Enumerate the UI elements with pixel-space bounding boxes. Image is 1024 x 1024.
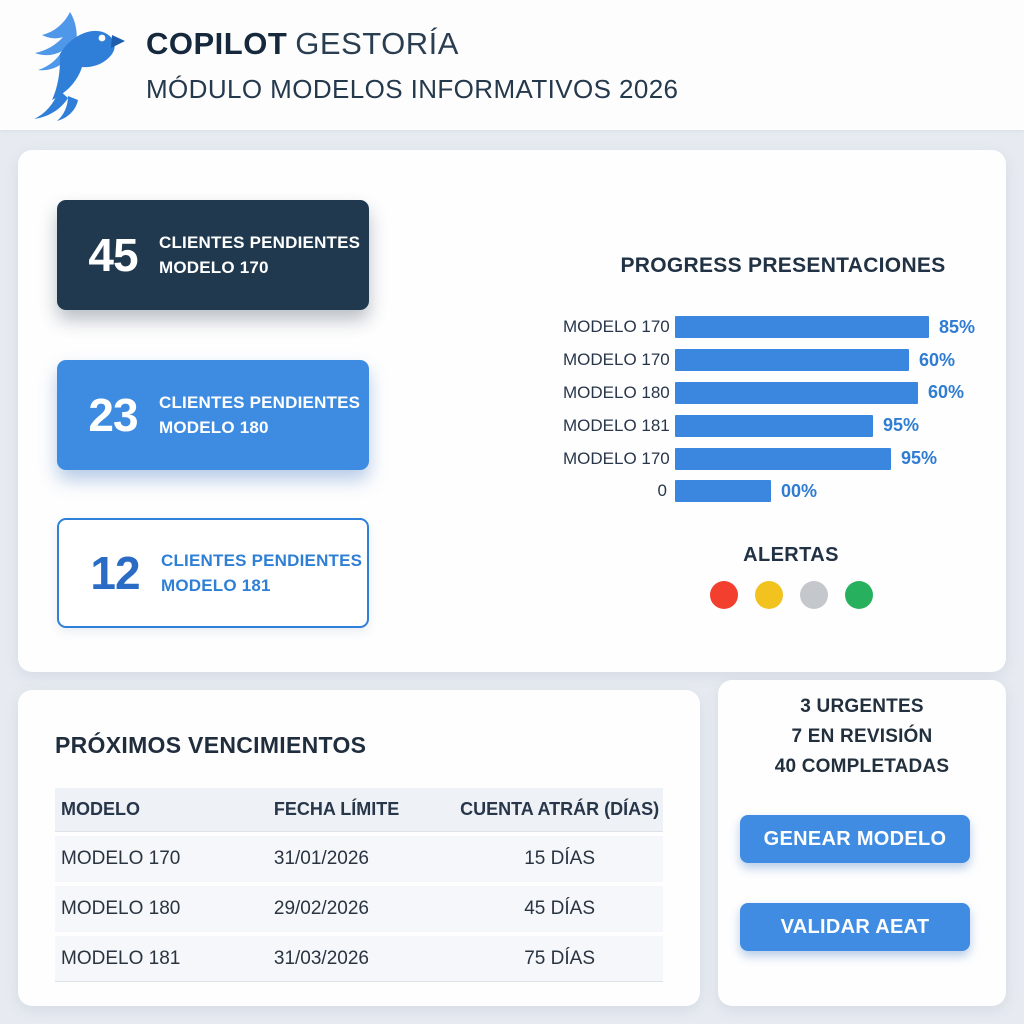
chart-value-label: 95% bbox=[883, 415, 920, 436]
chart-bar-track: 95% bbox=[675, 414, 975, 437]
cell-modelo: MODELO 181 bbox=[61, 947, 181, 969]
chart-bar bbox=[675, 316, 929, 339]
alert-yellow-indicator bbox=[754, 581, 783, 609]
chart-bar bbox=[675, 447, 891, 470]
deadlines-title: PRÓXIMOS VENCIMIENTOS bbox=[55, 732, 367, 758]
chart-bar-track: 60% bbox=[675, 381, 975, 404]
chart-bar bbox=[675, 349, 909, 372]
alert-red-indicator bbox=[709, 581, 738, 609]
cell-dias: 45 DÍAS bbox=[524, 898, 595, 919]
chart-bar bbox=[675, 414, 873, 437]
chart-rows: MODELO 170 85% MODELO 170 60% MODELO 180… bbox=[563, 311, 1009, 508]
stat-label: CLIENTES PENDIENTES MODELO 180 bbox=[159, 393, 361, 437]
cell-dias: 15 DÍAS bbox=[524, 848, 595, 869]
cell-fecha: 31/03/2026 bbox=[273, 947, 369, 969]
table-row: MODELO 181 31/03/2026 75 DÍAS bbox=[55, 936, 663, 982]
deadlines-table: MODELO FECHA LÍMITE CUENTA ATRÁR (DÍAS) … bbox=[55, 788, 663, 982]
stat-label: CLIENTES PENDIENTES MODELO 181 bbox=[161, 551, 363, 595]
cell-modelo: MODELO 180 bbox=[61, 898, 181, 919]
progress-chart: PROGRESS PRESENTACIONES MODELO 170 85% M… bbox=[563, 254, 1009, 508]
stat-card-modelo-170[interactable]: 45 CLIENTES PENDIENTES MODELO 170 bbox=[57, 200, 369, 310]
chart-bar bbox=[675, 480, 771, 503]
chart-value-label: 60% bbox=[928, 382, 965, 403]
dashboard-main-card: 45 CLIENTES PENDIENTES MODELO 170 23 CLI… bbox=[18, 150, 1006, 672]
deadlines-card: PRÓXIMOS VENCIMIENTOS MODELO FECHA LÍMIT… bbox=[18, 690, 700, 1006]
app-title: COPILOT GESTORÍA bbox=[146, 26, 678, 62]
stat-value: 23 bbox=[88, 389, 138, 441]
col-header-cuenta-atras: CUENTA ATRÁR (DÍAS) bbox=[460, 799, 660, 819]
status-completadas: 40 COMPLETADAS bbox=[774, 756, 950, 777]
alert-green-indicator bbox=[844, 581, 873, 609]
chart-value-label: 95% bbox=[901, 448, 938, 469]
chart-bar-track: 00% bbox=[675, 480, 975, 503]
col-header-fecha-limite: FECHA LÍMITE bbox=[273, 799, 400, 819]
chart-row: MODELO 181 95% bbox=[563, 409, 1009, 442]
stat-card-modelo-180[interactable]: 23 CLIENTES PENDIENTES MODELO 180 bbox=[57, 360, 369, 470]
bird-logo-icon bbox=[34, 12, 125, 121]
cell-modelo: MODELO 170 bbox=[61, 848, 181, 869]
chart-row: MODELO 170 95% bbox=[563, 442, 1009, 475]
app-header: COPILOT GESTORÍA MÓDULO MODELOS INFORMATI… bbox=[0, 0, 1024, 130]
status-en-revision: 7 EN REVISIÓN bbox=[791, 726, 933, 747]
chart-row: MODELO 170 85% bbox=[563, 311, 1009, 344]
status-urgentes: 3 URGENTES bbox=[800, 696, 924, 717]
stat-value: 12 bbox=[90, 547, 140, 599]
alerts-dots bbox=[563, 581, 1019, 609]
alerts-title: ALERTAS bbox=[743, 544, 839, 566]
validar-aeat-button[interactable]: VALIDAR AEAT bbox=[740, 903, 970, 951]
col-header-modelo: MODELO bbox=[61, 799, 140, 819]
brand-suffix: GESTORÍA bbox=[295, 26, 459, 61]
status-summary: 3 URGENTES 7 EN REVISIÓN 40 COMPLETADAS bbox=[718, 692, 1006, 782]
stat-card-modelo-181[interactable]: 12 CLIENTES PENDIENTES MODELO 181 bbox=[57, 518, 369, 628]
status-actions-card: 3 URGENTES 7 EN REVISIÓN 40 COMPLETADAS … bbox=[718, 680, 1006, 1006]
cell-fecha: 29/02/2026 bbox=[273, 898, 369, 919]
chart-category-label: MODELO 180 bbox=[563, 382, 670, 402]
brand-block: COPILOT GESTORÍA MÓDULO MODELOS INFORMATI… bbox=[146, 26, 678, 105]
chart-value-label: 85% bbox=[938, 316, 975, 337]
chart-category-label: MODELO 170 bbox=[563, 317, 670, 337]
stat-label: CLIENTES PENDIENTES MODELO 170 bbox=[159, 233, 361, 277]
chart-value-label: 00% bbox=[781, 480, 818, 501]
stat-value: 45 bbox=[88, 229, 138, 281]
chart-bar-track: 60% bbox=[675, 349, 975, 372]
chart-bar bbox=[675, 381, 918, 404]
table-row: MODELO 180 29/02/2026 45 DÍAS bbox=[55, 886, 663, 932]
brand-name: COPILOT bbox=[146, 26, 288, 61]
chart-bar-track: 95% bbox=[675, 447, 975, 470]
table-header-row: MODELO FECHA LÍMITE CUENTA ATRÁR (DÍAS) bbox=[55, 788, 663, 832]
generar-modelo-button[interactable]: GENEAR MODELO bbox=[740, 815, 970, 863]
chart-row: MODELO 180 60% bbox=[563, 377, 1009, 410]
chart-category-label: 0 bbox=[657, 481, 667, 501]
chart-bar-track: 85% bbox=[675, 316, 975, 339]
cell-fecha: 31/01/2026 bbox=[273, 848, 369, 869]
alerts-section: ALERTAS bbox=[563, 544, 1019, 609]
alert-gray-indicator bbox=[799, 581, 828, 609]
chart-row: MODELO 170 60% bbox=[563, 344, 1009, 377]
chart-value-label: 60% bbox=[919, 349, 956, 370]
chart-category-label: MODELO 181 bbox=[563, 415, 670, 435]
chart-title: PROGRESS PRESENTACIONES bbox=[620, 254, 946, 277]
module-subtitle: MÓDULO MODELOS INFORMATIVOS 2026 bbox=[146, 74, 679, 104]
chart-category-label: MODELO 170 bbox=[563, 448, 670, 468]
cell-dias: 75 DÍAS bbox=[524, 947, 595, 969]
chart-category-label: MODELO 170 bbox=[563, 350, 670, 370]
chart-row: 0 00% bbox=[563, 475, 1009, 508]
table-row: MODELO 170 31/01/2026 15 DÍAS bbox=[55, 836, 663, 882]
